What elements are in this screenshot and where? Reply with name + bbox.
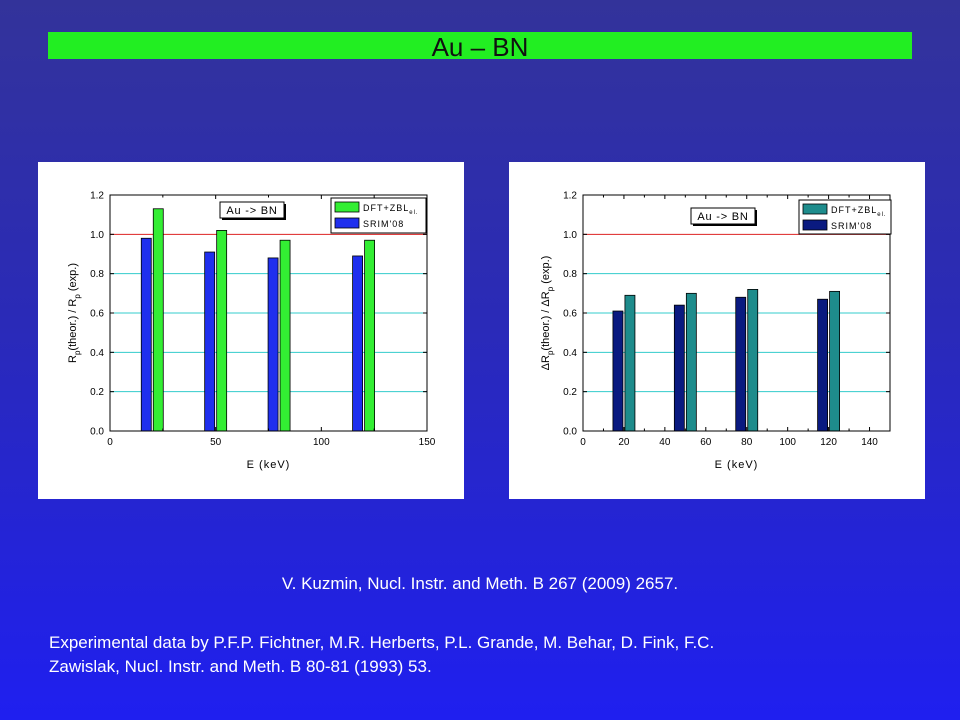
- annotation-box: [690, 207, 756, 225]
- y-axis-label-part: (theor.) / R: [67, 299, 79, 351]
- x-tick-label: 20: [618, 437, 630, 448]
- x-tick-label: 0: [580, 437, 586, 448]
- y-tick-label: 0.0: [563, 427, 577, 438]
- y-tick-label: 1.0: [90, 230, 104, 241]
- citation-text: V. Kuzmin, Nucl. Instr. and Meth. B 267 …: [281, 574, 679, 593]
- x-tick-label: 80: [741, 437, 753, 448]
- y-axis-label-subscript: p: [73, 294, 82, 299]
- x-tick-label: 150: [419, 437, 436, 448]
- y-tick-label: 0.4: [90, 348, 104, 359]
- y-axis-label: ΔRp(theor.) / ΔRp (exp.): [540, 256, 555, 371]
- y-tick-label: 1.2: [90, 191, 104, 202]
- legend-label-srim: SRIM'08: [831, 221, 872, 231]
- bar-dft: [685, 292, 697, 432]
- x-tick-label: 40: [659, 437, 671, 448]
- bar-dft: [279, 239, 291, 432]
- legend-label-dft-main: DFT+ZBL: [363, 203, 409, 213]
- bar-dft: [624, 294, 636, 432]
- y-axis-label-part: (exp.): [540, 256, 552, 287]
- legend-swatch-dft: [802, 203, 828, 215]
- annotation-box: [219, 201, 285, 219]
- bar-srim: [352, 255, 364, 432]
- legend-swatch-dft: [334, 201, 360, 213]
- experimental-reference-line2: Zawislak, Nucl. Instr. and Meth. B 80-81…: [49, 657, 432, 676]
- y-tick-label: 0.4: [563, 348, 577, 359]
- slide-title: Au – BN: [431, 32, 529, 62]
- x-tick-label: 100: [779, 437, 796, 448]
- y-axis-label-subscript: p: [546, 286, 555, 291]
- annotation-text: Au -> BN: [697, 211, 748, 223]
- bar-dft: [216, 230, 228, 432]
- y-tick-label: 0.8: [563, 269, 577, 280]
- y-axis-label-part: ΔR: [540, 355, 552, 370]
- x-axis-label: E (keV): [247, 459, 291, 471]
- y-tick-label: 0.0: [90, 427, 104, 438]
- x-axis-label: E (keV): [715, 459, 759, 471]
- legend-label-dft: DFT+ZBLel.: [363, 203, 419, 216]
- x-tick-label: 120: [820, 437, 837, 448]
- y-tick-label: 0.8: [90, 269, 104, 280]
- legend-swatch-srim: [802, 219, 828, 231]
- x-tick-label: 140: [861, 437, 878, 448]
- y-axis-label-part: (theor.) / ΔR: [540, 291, 552, 350]
- bar-srim: [817, 298, 829, 432]
- y-tick-label: 0.6: [563, 309, 577, 320]
- bar-dft: [152, 208, 164, 432]
- x-tick-label: 0: [107, 437, 113, 448]
- y-axis-label-subscript: p: [73, 350, 82, 355]
- y-tick-label: 1.0: [563, 230, 577, 241]
- x-tick-label: 50: [210, 437, 222, 448]
- chart-panel-drp-ratio: 0.0 0.2 0.4 0.6 0.8 1.0 1.2 0 20 40 60 80 100 120 140 E…: [509, 162, 925, 499]
- experimental-reference-line1: Experimental data by P.F.P. Fichtner, M.…: [49, 633, 715, 652]
- bar-dft: [829, 290, 841, 432]
- legend-label-dft-subscript: el.: [409, 210, 418, 216]
- title-bar: Au – BN: [48, 32, 912, 62]
- bar-srim: [612, 310, 624, 432]
- bar-srim: [267, 257, 279, 432]
- y-tick-label: 0.2: [90, 387, 104, 398]
- legend-label-dft: DFT+ZBLel.: [831, 205, 887, 218]
- chart-panel-rp-ratio: 0.0 0.2 0.4 0.6 0.8 1.0 1.2 0 50 100 150 E (keV) Rp(…: [38, 162, 464, 499]
- legend-label-dft-subscript: el.: [877, 212, 886, 218]
- y-tick-label: 0.6: [90, 309, 104, 320]
- y-axis-label-part: R: [67, 355, 79, 363]
- bar-dft: [747, 289, 759, 432]
- legend-label-srim: SRIM'08: [363, 219, 404, 229]
- bar-srim: [140, 237, 152, 432]
- legend-label-dft-main: DFT+ZBL: [831, 205, 877, 215]
- bar-srim: [673, 304, 685, 432]
- y-axis-label-part: (exp.): [67, 263, 79, 294]
- chart-drp-ratio: 0.0 0.2 0.4 0.6 0.8 1.0 1.2 0 20 40 60 80 100 120 140 E…: [540, 191, 892, 471]
- x-tick-label: 100: [313, 437, 330, 448]
- y-tick-label: 0.2: [563, 387, 577, 398]
- bar-dft: [364, 239, 376, 432]
- y-tick-label: 1.2: [563, 191, 577, 202]
- legend-swatch-srim: [334, 217, 360, 229]
- annotation-text: Au -> BN: [226, 205, 277, 217]
- bar-srim: [204, 251, 216, 432]
- y-axis-label: Rp(theor.) / Rp (exp.): [67, 263, 82, 363]
- y-axis-label-subscript: p: [546, 350, 555, 355]
- bar-srim: [735, 296, 747, 432]
- x-tick-label: 60: [700, 437, 712, 448]
